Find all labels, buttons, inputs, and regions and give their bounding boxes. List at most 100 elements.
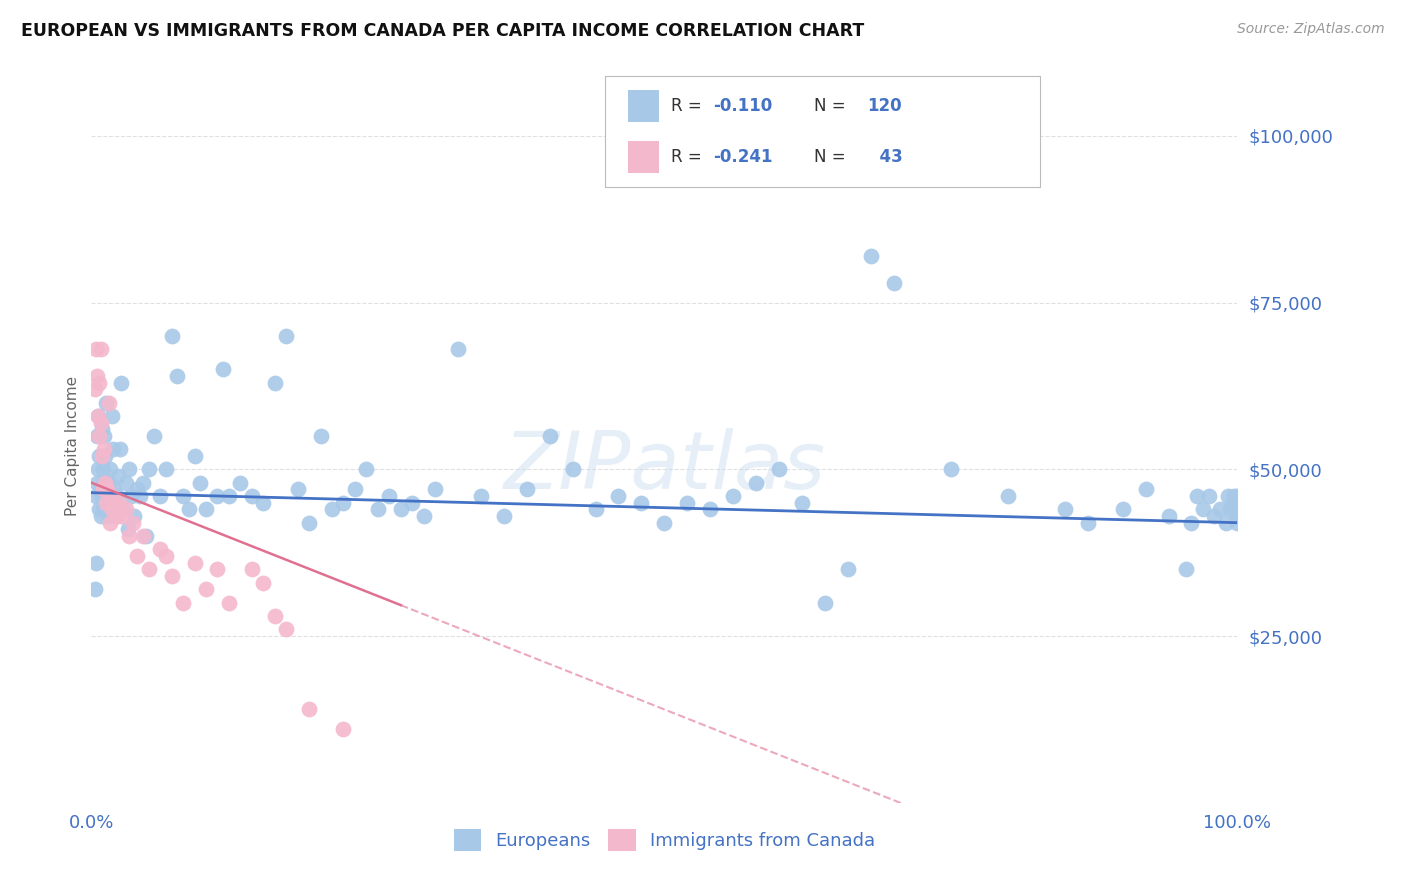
Point — [1054, 502, 1077, 516]
Point — [1180, 516, 1202, 530]
Point — [1223, 502, 1246, 516]
Point — [287, 483, 309, 497]
Point — [101, 502, 124, 516]
Point — [97, 475, 120, 490]
Point — [1077, 516, 1099, 530]
Point — [332, 496, 354, 510]
Text: Source: ZipAtlas.com: Source: ZipAtlas.com — [1237, 22, 1385, 37]
Point — [90, 483, 112, 497]
Point — [814, 596, 837, 610]
Point — [1198, 489, 1220, 503]
Point — [367, 502, 389, 516]
Point — [1226, 509, 1249, 524]
Point — [207, 562, 229, 576]
Point — [859, 249, 882, 263]
Point — [101, 502, 124, 516]
Point — [112, 502, 135, 516]
Point — [104, 502, 127, 516]
Point — [138, 562, 160, 576]
Point — [103, 483, 125, 497]
Point — [1226, 502, 1249, 516]
Point — [1111, 502, 1133, 516]
Point — [343, 483, 366, 497]
Point — [1204, 509, 1226, 524]
Point — [172, 596, 194, 610]
Point — [194, 502, 217, 516]
Point — [1222, 496, 1244, 510]
Point — [110, 509, 132, 524]
Point — [1216, 489, 1239, 503]
Text: N =: N = — [814, 148, 851, 166]
Point — [128, 489, 150, 503]
Point — [470, 489, 492, 503]
Point — [1185, 489, 1208, 503]
Point — [121, 489, 143, 503]
Point — [194, 582, 217, 597]
Point — [83, 582, 105, 597]
Point — [699, 502, 721, 516]
Point — [108, 442, 131, 457]
Point — [332, 723, 354, 737]
Point — [177, 502, 200, 516]
Point — [93, 475, 115, 490]
Point — [90, 489, 112, 503]
Point — [87, 462, 110, 476]
Point — [1219, 502, 1241, 516]
Point — [607, 489, 630, 503]
Point — [837, 562, 859, 576]
Point — [94, 475, 117, 490]
Point — [252, 496, 274, 510]
Point — [321, 502, 343, 516]
Y-axis label: Per Capita Income: Per Capita Income — [65, 376, 80, 516]
Point — [378, 489, 401, 503]
Text: -0.241: -0.241 — [713, 148, 772, 166]
Point — [117, 522, 139, 536]
Point — [585, 502, 607, 516]
Point — [188, 475, 211, 490]
Text: EUROPEAN VS IMMIGRANTS FROM CANADA PER CAPITA INCOME CORRELATION CHART: EUROPEAN VS IMMIGRANTS FROM CANADA PER C… — [21, 22, 865, 40]
Point — [212, 362, 235, 376]
Point — [90, 343, 112, 357]
Text: 120: 120 — [868, 97, 903, 115]
Point — [127, 483, 149, 497]
Point — [207, 489, 229, 503]
Point — [172, 489, 194, 503]
Point — [105, 509, 128, 524]
Point — [90, 416, 112, 430]
Point — [298, 702, 321, 716]
Text: -0.110: -0.110 — [713, 97, 772, 115]
Point — [229, 475, 252, 490]
Point — [768, 462, 790, 476]
Point — [630, 496, 652, 510]
Point — [118, 529, 141, 543]
Point — [155, 549, 177, 563]
Point — [298, 516, 321, 530]
Point — [96, 395, 118, 409]
Text: 43: 43 — [868, 148, 903, 166]
Point — [90, 509, 112, 524]
Point — [84, 556, 107, 570]
Point — [183, 449, 205, 463]
Point — [240, 489, 263, 503]
Point — [93, 442, 115, 457]
Point — [101, 442, 124, 457]
Point — [263, 609, 285, 624]
Point — [105, 489, 128, 503]
Point — [516, 483, 538, 497]
Point — [1223, 489, 1246, 503]
Point — [96, 483, 118, 497]
Point — [87, 409, 110, 423]
Point — [166, 368, 188, 383]
Point — [98, 462, 121, 476]
Point — [127, 549, 149, 563]
Text: R =: R = — [671, 148, 707, 166]
Point — [160, 569, 183, 583]
Point — [218, 489, 240, 503]
Point — [263, 376, 285, 390]
Point — [1192, 502, 1215, 516]
Legend: Europeans, Immigrants from Canada: Europeans, Immigrants from Canada — [446, 822, 883, 858]
Point — [939, 462, 962, 476]
Point — [114, 475, 136, 490]
Point — [218, 596, 240, 610]
Point — [87, 409, 110, 423]
